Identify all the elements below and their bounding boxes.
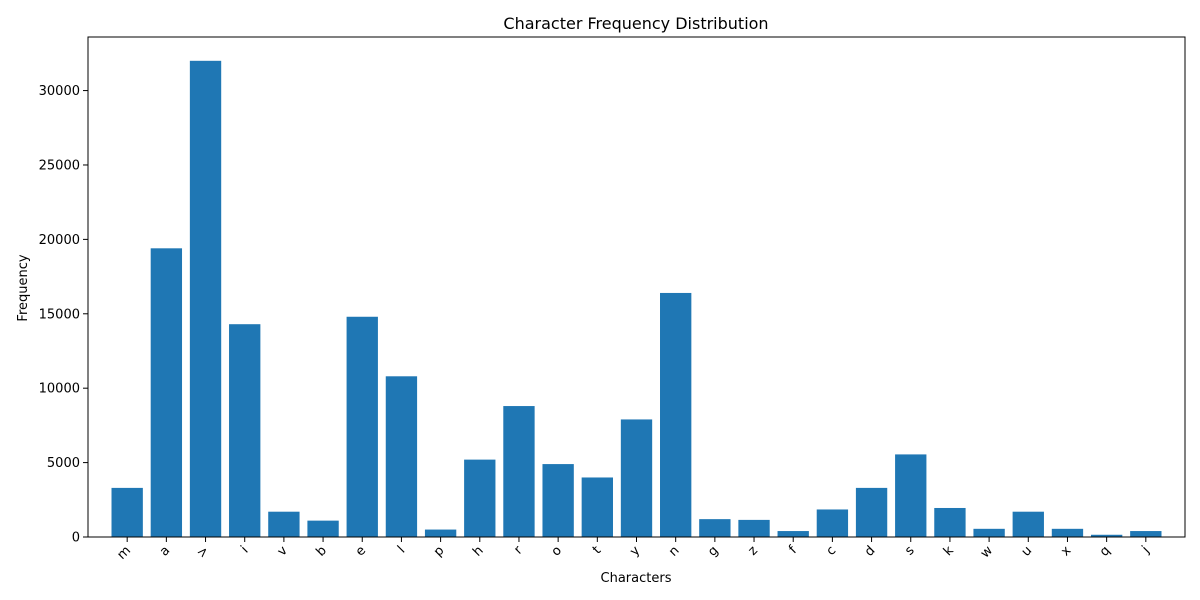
x-tick-label: m: [114, 543, 134, 563]
y-tick-label: 5000: [47, 456, 80, 471]
bar-6: [346, 316, 378, 537]
x-tick-label: c: [824, 543, 840, 559]
x-tick-label: b: [313, 543, 329, 559]
bar-2: [189, 60, 222, 538]
x-tick-label: s: [902, 543, 918, 559]
x-tick-label: u: [1019, 543, 1035, 559]
bar-0: [111, 487, 143, 537]
bar-25: [1090, 534, 1123, 537]
bar-19: [855, 487, 888, 537]
x-axis: m a > i v b e l p h r o t y n g z f c d s k w u x q j: [114, 537, 1153, 563]
x-tick-label: >: [194, 543, 212, 561]
x-tick-label: j: [1139, 543, 1153, 557]
x-tick-label: h: [470, 543, 486, 559]
x-tick-label: o: [549, 543, 565, 559]
bar-12: [581, 477, 613, 537]
bar-4: [268, 511, 300, 537]
bar-8: [424, 529, 457, 537]
x-tick-label: n: [666, 543, 682, 559]
bar-7: [385, 376, 418, 537]
y-tick-label: 0: [72, 531, 80, 546]
x-tick-label: r: [511, 543, 526, 558]
bar-9: [464, 459, 496, 537]
y-tick-label: 20000: [39, 233, 80, 248]
x-tick-label: l: [395, 543, 408, 556]
x-tick-label: a: [157, 543, 173, 559]
y-tick-label: 25000: [39, 158, 80, 173]
bar-20: [895, 454, 927, 537]
x-tick-label: w: [978, 543, 996, 561]
plot-frame: [87, 36, 1186, 538]
x-tick-label: i: [238, 543, 251, 556]
bar-5: [307, 520, 339, 537]
x-tick-label: q: [1097, 543, 1113, 559]
bar-11: [542, 464, 574, 537]
bar-3: [229, 324, 261, 537]
y-axis: 0 5000 10000 15000 20000 25000 30000: [39, 84, 88, 546]
x-axis-label: Characters: [601, 571, 672, 586]
x-tick-label: v: [275, 543, 291, 559]
bar-10: [503, 406, 535, 537]
bar-16: [738, 519, 770, 537]
x-tick-label: y: [627, 543, 643, 559]
bar-15: [699, 519, 731, 537]
x-tick-label: z: [745, 543, 761, 559]
chart-title: Character Frequency Distribution: [503, 14, 768, 33]
x-tick-label: k: [941, 543, 957, 559]
bar-13: [620, 419, 653, 537]
x-tick-label: g: [705, 543, 721, 559]
bars-group: [111, 60, 1162, 538]
x-tick-label: d: [862, 543, 878, 559]
bar-23: [1012, 511, 1044, 537]
bar-1: [150, 248, 183, 537]
x-tick-label: p: [431, 543, 447, 559]
bar-14: [660, 292, 692, 537]
bar-18: [816, 509, 849, 537]
x-tick-label: x: [1058, 543, 1074, 559]
x-tick-label: e: [353, 543, 369, 559]
bar-17: [777, 531, 809, 537]
bar-22: [973, 528, 1005, 537]
x-tick-label: t: [590, 543, 604, 557]
x-tick-label: f: [786, 543, 800, 557]
bar-24: [1051, 528, 1084, 537]
bar-26: [1130, 531, 1162, 537]
y-tick-label: 15000: [39, 307, 80, 322]
y-tick-label: 10000: [39, 382, 80, 397]
y-axis-label: Frequency: [16, 254, 31, 321]
bar-21: [934, 507, 966, 537]
y-tick-label: 30000: [39, 84, 80, 99]
